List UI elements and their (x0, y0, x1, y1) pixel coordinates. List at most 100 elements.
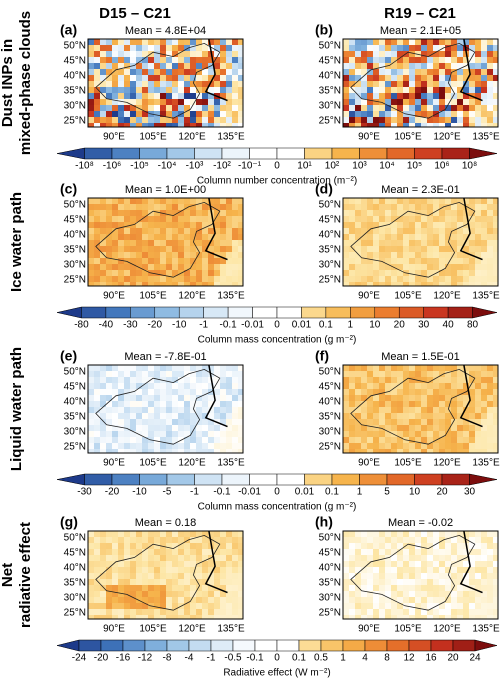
map-cell (226, 246, 232, 252)
map-cell (148, 531, 154, 537)
map-cell (232, 365, 238, 371)
map-cell (475, 579, 481, 585)
map-cell (451, 407, 457, 413)
map-cell (238, 123, 243, 127)
map-cell (136, 99, 142, 105)
map-cell (184, 204, 190, 210)
map-cell (106, 401, 112, 407)
map-cell (367, 57, 373, 63)
lat-label: 50°N (64, 367, 86, 378)
map-cell (373, 389, 379, 395)
colorbar-segment (423, 306, 449, 319)
map-cell (373, 591, 379, 597)
map-cell (361, 543, 367, 549)
map-cell (397, 57, 403, 63)
colorbar-segment (359, 147, 388, 160)
map-cell (106, 537, 112, 543)
map-cell (445, 561, 451, 567)
map-cell (403, 597, 409, 603)
map (88, 531, 243, 619)
map-cell (112, 99, 118, 105)
map-cell (481, 198, 487, 204)
map-cell (475, 123, 481, 127)
map-cell (142, 123, 148, 127)
map-cell (481, 437, 487, 443)
map-cell (421, 204, 427, 210)
map-cell (154, 258, 160, 264)
colorbar-tick-label: -8 (163, 653, 172, 664)
map-cell (487, 603, 493, 609)
map-cell (451, 45, 457, 51)
map-cell (391, 389, 397, 395)
map-cell (445, 555, 451, 561)
map-cell (487, 401, 493, 407)
map-cell (397, 81, 403, 87)
map-cell (385, 57, 391, 63)
map-cell (403, 45, 409, 51)
map-cell (439, 531, 445, 537)
colorbar-tick-label: 10 (409, 487, 421, 498)
map-cell (385, 282, 391, 286)
colorbar-tick-label: 4 (362, 653, 368, 664)
map-cell (457, 57, 463, 63)
map-cell (220, 407, 226, 413)
map-cell (403, 204, 409, 210)
map-cell (343, 603, 349, 609)
map-cell (487, 615, 493, 619)
map-cell (397, 413, 403, 419)
map-cell (469, 531, 475, 537)
row-label: Dust INPs in (0, 39, 16, 127)
map-cell (178, 419, 184, 425)
panel-mean: Mean = -7.8E-01 (124, 351, 206, 363)
map-cell (367, 609, 373, 615)
map-cell (445, 276, 451, 282)
map-cell (232, 264, 238, 270)
map-cell (373, 81, 379, 87)
map-cell (214, 567, 220, 573)
map-cell (112, 585, 118, 591)
map-cell (403, 591, 409, 597)
map-cell (226, 413, 232, 419)
map-cell (88, 401, 94, 407)
map-cell (367, 389, 373, 395)
map-cell (385, 443, 391, 449)
map-cell (196, 413, 202, 419)
map-cell (178, 246, 184, 252)
map-cell (481, 45, 487, 51)
map-cell (373, 234, 379, 240)
map-cell (415, 93, 421, 99)
map-cell (469, 537, 475, 543)
map-cell (106, 431, 112, 437)
map-cell (118, 39, 124, 45)
map-cell (493, 561, 498, 567)
map-cell (367, 443, 373, 449)
map-cell (349, 258, 355, 264)
map-cell (403, 63, 409, 69)
map-cell (214, 603, 220, 609)
map-cell (238, 204, 243, 210)
map-cell (190, 123, 196, 127)
map-cell (160, 609, 166, 615)
map-cell (415, 39, 421, 45)
map-cell (403, 282, 409, 286)
map-cell (220, 549, 226, 555)
map-cell (184, 57, 190, 63)
map-cell (88, 39, 94, 45)
map-cell (172, 45, 178, 51)
map-cell (481, 264, 487, 270)
map-cell (166, 123, 172, 127)
map-cell (379, 270, 385, 276)
map-cell (433, 549, 439, 555)
map-cell (373, 51, 379, 57)
map-cell (136, 222, 142, 228)
map-cell (184, 603, 190, 609)
map-cell (118, 543, 124, 549)
map-cell (106, 258, 112, 264)
map-cell (136, 377, 142, 383)
map-cell (487, 371, 493, 377)
map-cell (415, 371, 421, 377)
map-cell (343, 615, 349, 619)
map-cell (106, 45, 112, 51)
map-cell (172, 561, 178, 567)
